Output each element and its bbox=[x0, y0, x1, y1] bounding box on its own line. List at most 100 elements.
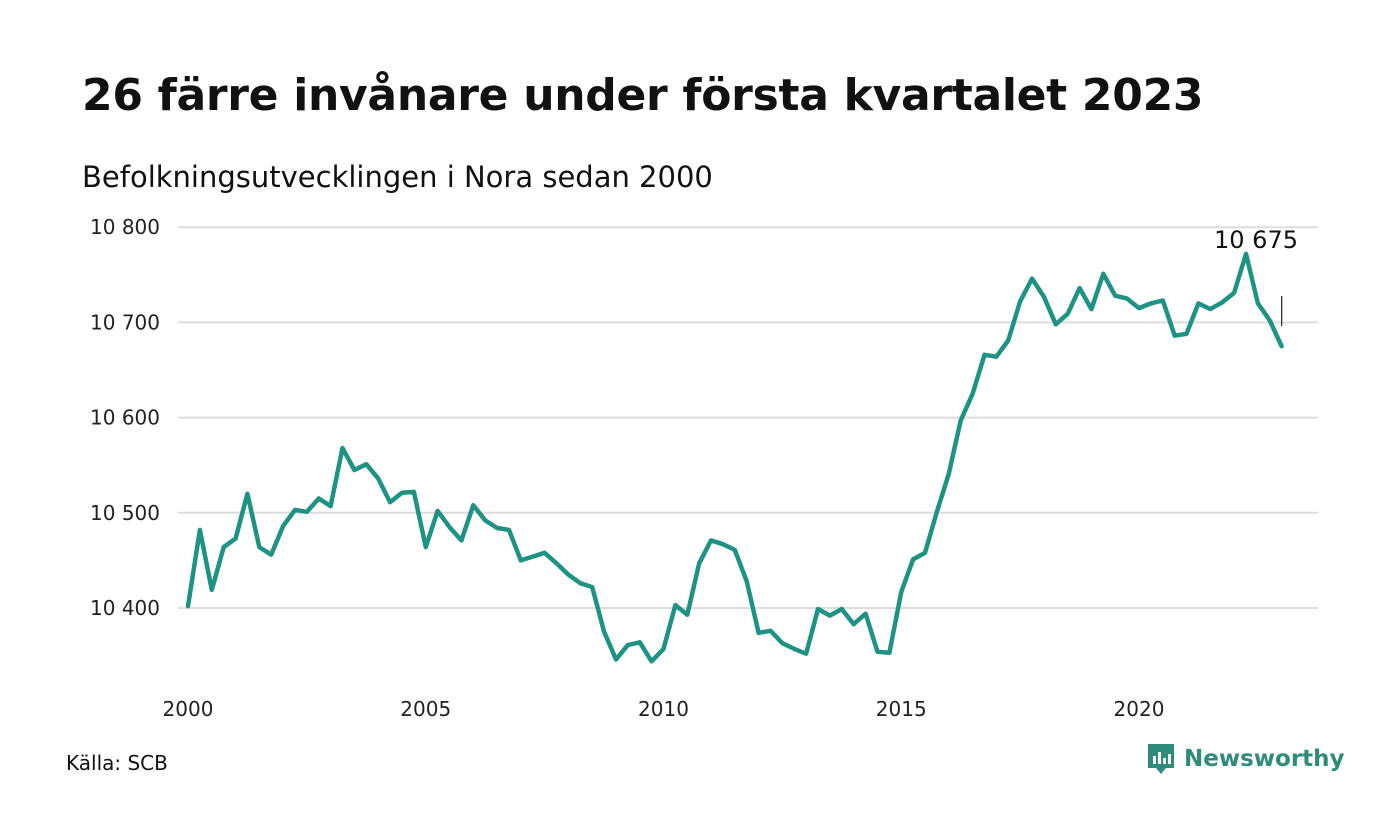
data-point[interactable] bbox=[387, 499, 393, 505]
data-point[interactable] bbox=[851, 621, 857, 627]
data-point[interactable] bbox=[696, 560, 702, 566]
data-point[interactable] bbox=[1279, 343, 1285, 349]
data-point[interactable] bbox=[625, 642, 631, 648]
data-point[interactable] bbox=[1065, 311, 1071, 317]
data-point[interactable] bbox=[661, 646, 667, 652]
data-point[interactable] bbox=[411, 489, 417, 495]
data-point[interactable] bbox=[554, 560, 560, 566]
data-point[interactable] bbox=[506, 527, 512, 533]
data-point[interactable] bbox=[1017, 299, 1023, 305]
x-tick-label: 2000 bbox=[163, 697, 214, 721]
data-point[interactable] bbox=[197, 527, 203, 533]
data-point[interactable] bbox=[1041, 294, 1047, 300]
data-point[interactable] bbox=[363, 461, 369, 467]
data-point[interactable] bbox=[1112, 293, 1118, 299]
newsworthy-logo-icon bbox=[1148, 744, 1174, 774]
data-point[interactable] bbox=[637, 639, 643, 645]
data-point[interactable] bbox=[922, 550, 928, 556]
data-point[interactable] bbox=[672, 602, 678, 608]
data-point[interactable] bbox=[827, 613, 833, 619]
data-point[interactable] bbox=[982, 352, 988, 358]
data-point[interactable] bbox=[482, 517, 488, 523]
data-point[interactable] bbox=[1136, 305, 1142, 311]
data-point[interactable] bbox=[256, 544, 262, 550]
data-point[interactable] bbox=[803, 651, 809, 657]
data-point[interactable] bbox=[934, 509, 940, 515]
data-point[interactable] bbox=[1207, 306, 1213, 312]
data-point[interactable] bbox=[1219, 299, 1225, 305]
data-point[interactable] bbox=[791, 646, 797, 652]
data-point[interactable] bbox=[589, 584, 595, 590]
data-point[interactable] bbox=[233, 536, 239, 542]
data-point[interactable] bbox=[1088, 306, 1094, 312]
data-point[interactable] bbox=[1160, 298, 1166, 304]
data-point[interactable] bbox=[458, 537, 464, 543]
data-point[interactable] bbox=[351, 467, 357, 473]
data-point[interactable] bbox=[423, 544, 429, 550]
data-point[interactable] bbox=[815, 606, 821, 612]
x-tick-label: 2005 bbox=[400, 697, 451, 721]
data-point[interactable] bbox=[530, 554, 536, 560]
data-point[interactable] bbox=[494, 525, 500, 531]
data-point[interactable] bbox=[910, 556, 916, 562]
data-point[interactable] bbox=[886, 650, 892, 656]
data-point[interactable] bbox=[209, 587, 215, 593]
chart-title: 26 färre invånare under första kvartalet… bbox=[82, 70, 1204, 121]
data-point[interactable] bbox=[779, 640, 785, 646]
data-point[interactable] bbox=[875, 649, 881, 655]
brand-name: Newsworthy bbox=[1184, 746, 1345, 772]
data-point[interactable] bbox=[839, 606, 845, 612]
data-point[interactable] bbox=[304, 509, 310, 515]
data-point[interactable] bbox=[185, 603, 191, 609]
data-point[interactable] bbox=[720, 541, 726, 547]
data-point[interactable] bbox=[1005, 338, 1011, 344]
data-point[interactable] bbox=[328, 503, 334, 509]
data-point[interactable] bbox=[613, 656, 619, 662]
data-point[interactable] bbox=[244, 491, 250, 497]
data-point[interactable] bbox=[470, 502, 476, 508]
data-point[interactable] bbox=[280, 523, 286, 529]
data-point[interactable] bbox=[649, 658, 655, 664]
data-point[interactable] bbox=[684, 612, 690, 618]
data-point[interactable] bbox=[732, 547, 738, 553]
data-point[interactable] bbox=[946, 471, 952, 477]
data-point[interactable] bbox=[577, 580, 583, 586]
data-point[interactable] bbox=[708, 537, 714, 543]
data-point[interactable] bbox=[399, 490, 405, 496]
data-point[interactable] bbox=[1184, 331, 1190, 337]
data-point[interactable] bbox=[1053, 321, 1059, 327]
data-point[interactable] bbox=[744, 578, 750, 584]
data-point[interactable] bbox=[435, 508, 441, 514]
y-tick-label: 10 700 bbox=[90, 310, 160, 334]
data-point[interactable] bbox=[447, 524, 453, 530]
data-point[interactable] bbox=[221, 544, 227, 550]
data-point[interactable] bbox=[1172, 333, 1178, 339]
data-point[interactable] bbox=[958, 418, 964, 424]
data-point[interactable] bbox=[268, 552, 274, 558]
y-tick-label: 10 400 bbox=[90, 596, 160, 620]
data-point[interactable] bbox=[375, 476, 381, 482]
data-point[interactable] bbox=[970, 391, 976, 397]
data-point[interactable] bbox=[1124, 296, 1130, 302]
data-point[interactable] bbox=[756, 630, 762, 636]
data-point[interactable] bbox=[898, 589, 904, 595]
data-point[interactable] bbox=[1148, 300, 1154, 306]
data-point[interactable] bbox=[993, 354, 999, 360]
data-point[interactable] bbox=[340, 445, 346, 451]
data-point[interactable] bbox=[1100, 271, 1106, 277]
data-point[interactable] bbox=[1267, 318, 1273, 324]
data-point[interactable] bbox=[1029, 276, 1035, 282]
data-point[interactable] bbox=[316, 496, 322, 502]
data-point[interactable] bbox=[518, 557, 524, 563]
data-point[interactable] bbox=[542, 550, 548, 556]
brand-logo[interactable]: Newsworthy bbox=[1146, 742, 1345, 776]
data-point[interactable] bbox=[768, 628, 774, 634]
data-point[interactable] bbox=[601, 629, 607, 635]
data-point[interactable] bbox=[863, 611, 869, 617]
data-point[interactable] bbox=[565, 572, 571, 578]
data-point[interactable] bbox=[1077, 285, 1083, 291]
data-point[interactable] bbox=[1255, 300, 1261, 306]
data-point[interactable] bbox=[1231, 290, 1237, 296]
data-point[interactable] bbox=[292, 507, 298, 513]
data-point[interactable] bbox=[1195, 300, 1201, 306]
